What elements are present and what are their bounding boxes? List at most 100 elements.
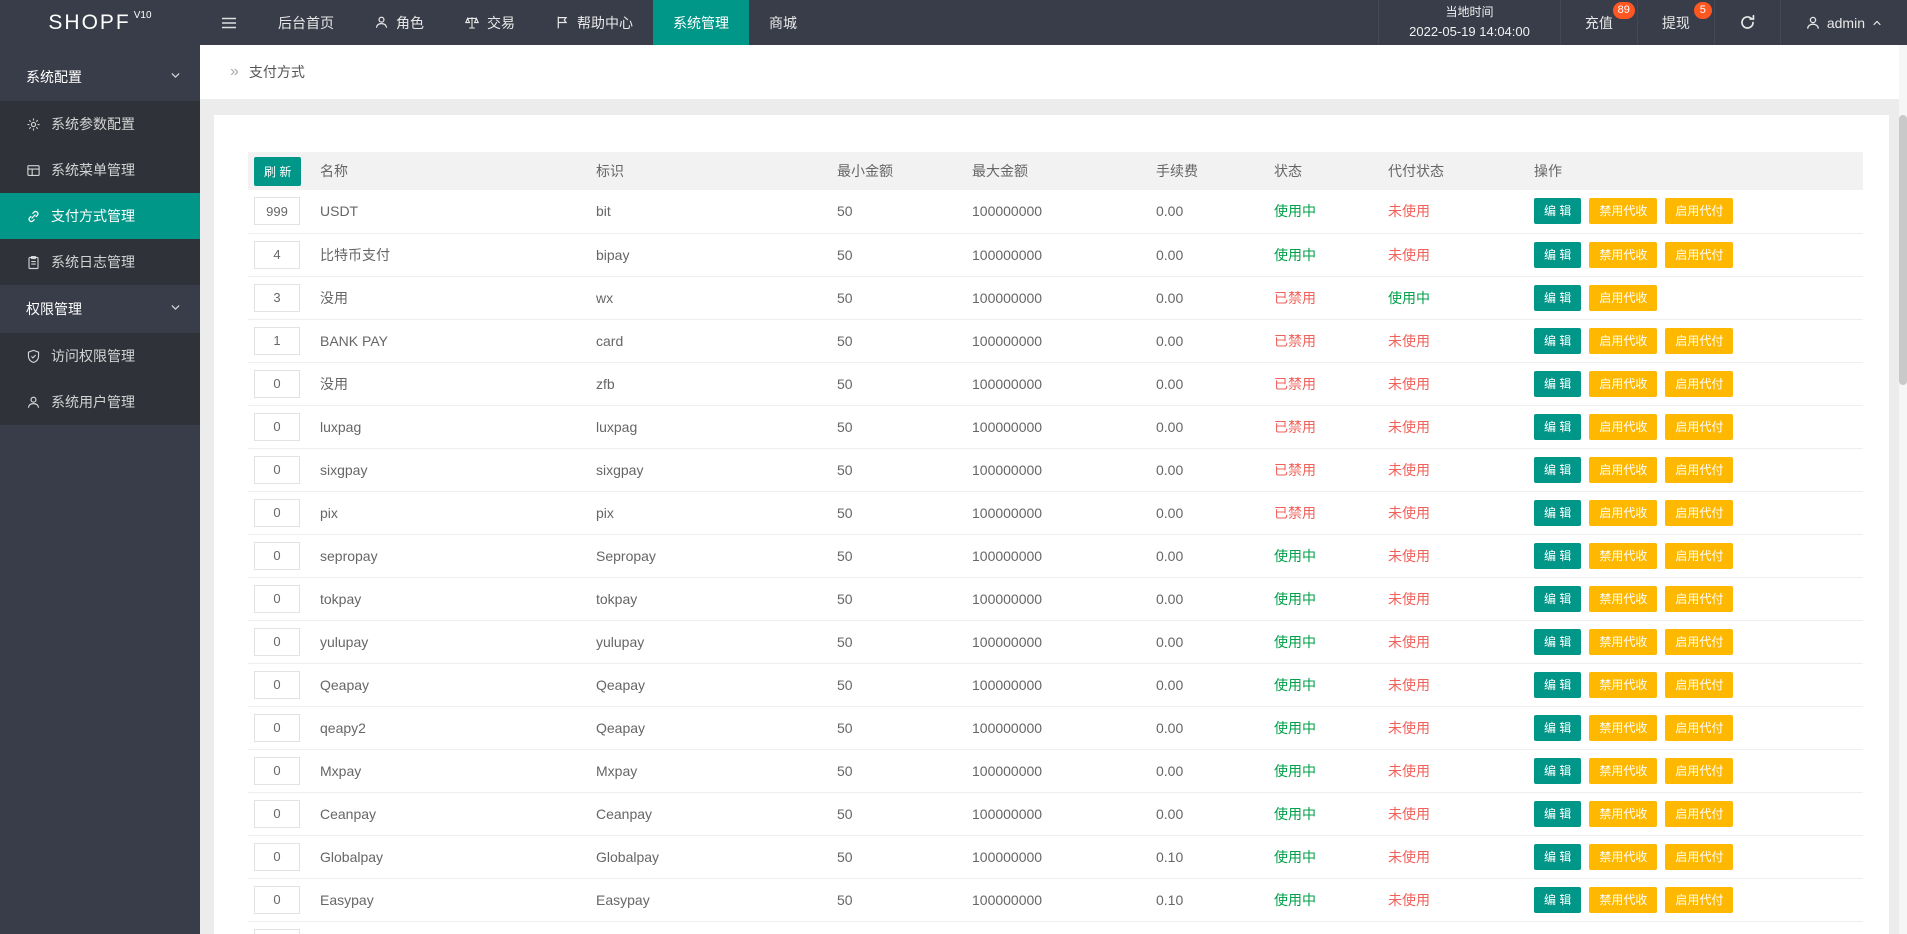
enable-collect-button[interactable]: 启用代收 [1589,414,1657,440]
disable-collect-button[interactable]: 禁用代收 [1589,543,1657,569]
edit-button[interactable]: 编 辑 [1534,801,1581,827]
enable-payout-button[interactable]: 启用代付 [1665,500,1733,526]
sidebar-item[interactable]: 访问权限管理 [0,333,200,379]
sidebar-item[interactable]: 支付方式管理 [0,193,200,239]
sort-input[interactable] [254,370,300,398]
enable-payout-button[interactable]: 启用代付 [1665,586,1733,612]
sidebar-group-header-1[interactable]: 权限管理 [0,285,200,333]
edit-button[interactable]: 编 辑 [1534,328,1581,354]
nav-item-0[interactable]: 后台首页 [258,0,354,45]
edit-button[interactable]: 编 辑 [1534,758,1581,784]
edit-button[interactable]: 编 辑 [1534,414,1581,440]
enable-payout-button[interactable]: 启用代付 [1665,887,1733,913]
disable-collect-button[interactable]: 禁用代收 [1589,844,1657,870]
sort-input[interactable] [254,671,300,699]
refresh-page-button[interactable] [1714,0,1780,45]
sort-input[interactable] [254,843,300,871]
enable-collect-button[interactable]: 启用代收 [1589,285,1657,311]
sort-input[interactable] [254,197,300,225]
disable-collect-button[interactable]: 禁用代收 [1589,715,1657,741]
disable-collect-button[interactable]: 禁用代收 [1589,887,1657,913]
enable-payout-button[interactable]: 启用代付 [1665,328,1733,354]
edit-button[interactable]: 编 辑 [1534,586,1581,612]
nav-item-5[interactable]: 商城 [749,0,817,45]
edit-button[interactable]: 编 辑 [1534,457,1581,483]
sort-input[interactable] [254,456,300,484]
sort-input[interactable] [254,800,300,828]
edit-button[interactable]: 编 辑 [1534,371,1581,397]
disable-collect-button[interactable]: 禁用代收 [1589,801,1657,827]
refresh-button[interactable]: 刷 新 [254,157,301,186]
cell-fee: 0.00 [1156,405,1274,448]
disable-collect-button[interactable]: 禁用代收 [1589,758,1657,784]
sort-input[interactable] [254,499,300,527]
table-row: qeapy2Qeapay501000000000.00使用中未使用编 辑禁用代收… [248,706,1863,749]
enable-payout-button[interactable]: 启用代付 [1665,457,1733,483]
enable-collect-button[interactable]: 启用代收 [1589,328,1657,354]
enable-payout-button[interactable]: 启用代付 [1665,758,1733,784]
enable-payout-button[interactable]: 启用代付 [1665,198,1733,224]
enable-payout-button[interactable]: 启用代付 [1665,629,1733,655]
sidebar-submenu: 系统参数配置系统菜单管理支付方式管理系统日志管理 [0,101,200,285]
table-row: pixpix501000000000.00已禁用未使用编 辑启用代收启用代付 [248,491,1863,534]
enable-collect-button[interactable]: 启用代收 [1589,500,1657,526]
disable-collect-button[interactable]: 禁用代收 [1589,672,1657,698]
edit-button[interactable]: 编 辑 [1534,543,1581,569]
enable-collect-button[interactable]: 启用代收 [1589,371,1657,397]
sort-input[interactable] [254,714,300,742]
nav-item-2[interactable]: 交易 [444,0,535,45]
scrollbar-thumb[interactable] [1899,115,1907,385]
edit-button[interactable]: 编 辑 [1534,887,1581,913]
enable-payout-button[interactable]: 启用代付 [1665,371,1733,397]
disable-collect-button[interactable]: 禁用代收 [1589,198,1657,224]
sidebar-item[interactable]: 系统菜单管理 [0,147,200,193]
sidebar-item[interactable]: 系统日志管理 [0,239,200,285]
sort-input[interactable] [254,757,300,785]
edit-button[interactable]: 编 辑 [1534,242,1581,268]
sidebar-item[interactable]: 系统参数配置 [0,101,200,147]
recharge-button[interactable]: 充值 89 [1560,0,1637,45]
cell-actions: 编 辑禁用代收启用代付 [1534,749,1863,792]
edit-button[interactable]: 编 辑 [1534,629,1581,655]
nav-item-3[interactable]: 帮助中心 [535,0,653,45]
enable-payout-button[interactable]: 启用代付 [1665,543,1733,569]
sort-input[interactable] [254,929,300,934]
vertical-scrollbar[interactable] [1899,45,1907,934]
disable-collect-button[interactable]: 禁用代收 [1589,586,1657,612]
sort-input[interactable] [254,327,300,355]
nav-item-1[interactable]: 角色 [354,0,444,45]
enable-payout-button[interactable]: 启用代付 [1665,801,1733,827]
enable-payout-button[interactable]: 启用代付 [1665,844,1733,870]
nav-item-4[interactable]: 系统管理 [653,0,749,45]
edit-button[interactable]: 编 辑 [1534,198,1581,224]
withdraw-button[interactable]: 提现 5 [1637,0,1714,45]
edit-button[interactable]: 编 辑 [1534,285,1581,311]
user-menu[interactable]: admin [1780,0,1907,45]
edit-button[interactable]: 编 辑 [1534,500,1581,526]
enable-collect-button[interactable]: 启用代收 [1589,457,1657,483]
sort-input[interactable] [254,542,300,570]
sort-input[interactable] [254,628,300,656]
cell-payout-status: 未使用 [1388,362,1534,405]
top-header: SHOPF V10 后台首页角色交易帮助中心系统管理商城 当地时间 2022-0… [0,0,1907,45]
sidebar-group-header-0[interactable]: 系统配置 [0,53,200,101]
sort-input[interactable] [254,284,300,312]
edit-button[interactable]: 编 辑 [1534,672,1581,698]
enable-payout-button[interactable]: 启用代付 [1665,672,1733,698]
cell-actions: 编 辑禁用代收启用代付 [1534,620,1863,663]
disable-collect-button[interactable]: 禁用代收 [1589,629,1657,655]
sort-input[interactable] [254,585,300,613]
sort-input[interactable] [254,241,300,269]
sort-input[interactable] [254,413,300,441]
sort-input[interactable] [254,886,300,914]
sidebar-item[interactable]: 系统用户管理 [0,379,200,425]
disable-collect-button[interactable]: 禁用代收 [1589,242,1657,268]
hamburger-icon[interactable] [200,0,258,45]
edit-button[interactable]: 编 辑 [1534,844,1581,870]
app-logo: SHOPF V10 [0,0,200,45]
enable-payout-button[interactable]: 启用代付 [1665,414,1733,440]
enable-payout-button[interactable]: 启用代付 [1665,242,1733,268]
enable-payout-button[interactable]: 启用代付 [1665,715,1733,741]
edit-button[interactable]: 编 辑 [1534,715,1581,741]
cell-status: 使用中 [1274,835,1388,878]
